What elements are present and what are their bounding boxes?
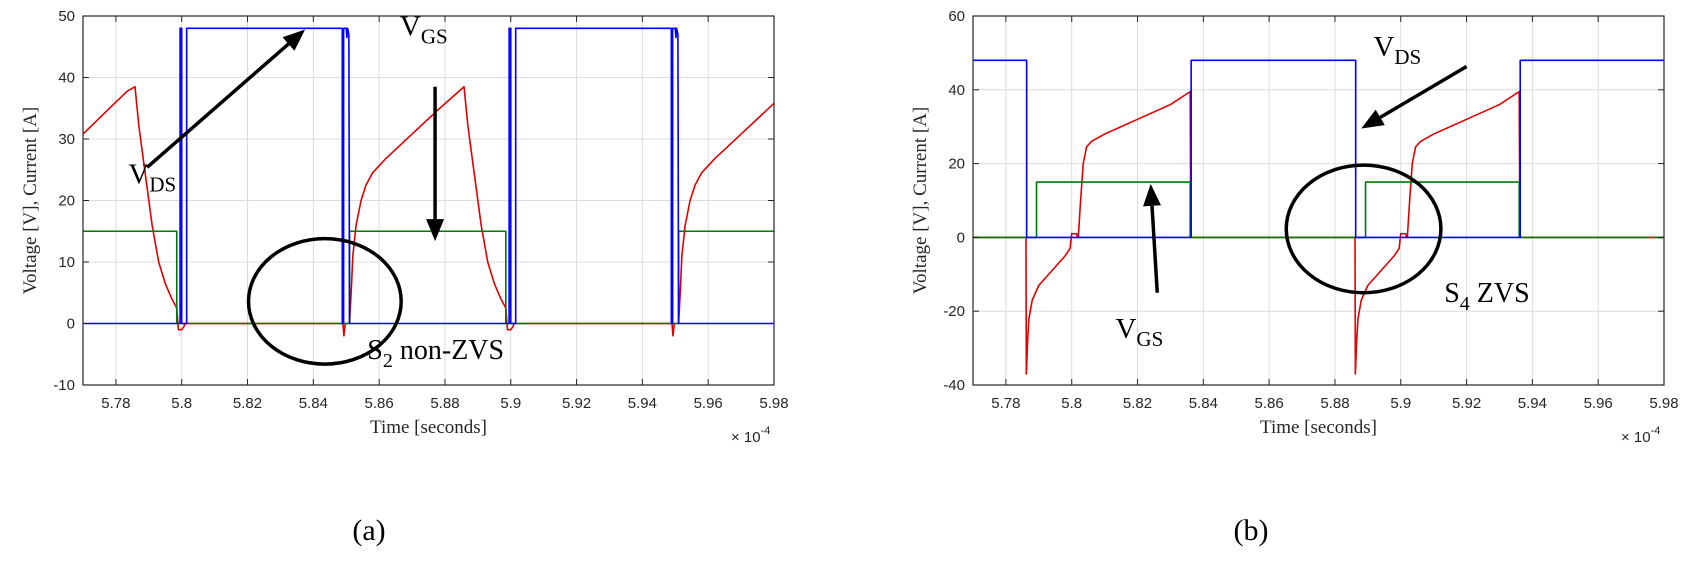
x-tick-label: 5.84 <box>1189 395 1218 412</box>
annotation-main: V <box>400 11 421 43</box>
chart-panel-b: 5.78 5.8 5.82 5.84 5.86 5.88 5.9 5.92 5.94 5.96 5.… <box>910 8 1679 547</box>
x-axis-title: Time [seconds] <box>370 417 487 438</box>
x-tick-label: 5.78 <box>991 395 1020 412</box>
y-axis-title: Voltage [V], Current [A] <box>20 107 41 295</box>
series-line-2 <box>83 27 774 325</box>
y-tick-label: 50 <box>58 8 75 25</box>
x-tick-label: 5.82 <box>233 395 262 412</box>
arrow-shaft <box>146 42 290 169</box>
x-tick-label: 5.98 <box>1649 395 1678 412</box>
x-tick-label: 5.92 <box>562 395 591 412</box>
annotation-main: V <box>1115 313 1136 345</box>
x-exponent-base: × 10 <box>1621 429 1651 446</box>
x-exponent-power: -4 <box>1651 425 1661 437</box>
chart-panel-a: 5.78 5.8 5.82 5.84 5.86 5.88 5.9 5.92 5.94 5.96 5.… <box>20 8 789 547</box>
annotation-subscript: DS <box>149 172 176 196</box>
annotation-label: S2 non-ZVS <box>367 335 504 372</box>
annotation-suffix: non-ZVS <box>393 335 504 366</box>
y-tick-label: 0 <box>67 316 75 333</box>
annotation-main: V <box>128 158 149 190</box>
annotation-arrow <box>426 86 445 242</box>
y-axis-title: Voltage [V], Current [A] <box>910 107 931 295</box>
x-tick-label: 5.96 <box>694 395 723 412</box>
annotation-subscript: 2 <box>383 350 393 372</box>
annotation-arrow <box>146 29 306 169</box>
annotation-suffix: ZVS <box>1470 278 1530 309</box>
x-tick-label: 5.88 <box>1320 395 1349 412</box>
annotation-label: VGS <box>1115 313 1163 351</box>
annotation-main: S <box>1444 278 1460 309</box>
y-tick-label: -10 <box>53 377 75 394</box>
panel-caption: (a) <box>352 514 385 547</box>
x-tick-label: 5.82 <box>1123 395 1152 412</box>
annotation-arrow <box>1143 183 1161 293</box>
annotation-ellipse <box>246 236 403 366</box>
y-tick-label: 10 <box>58 254 75 271</box>
x-tick-label: 5.94 <box>628 395 657 412</box>
annotation-subscript: GS <box>1136 327 1163 351</box>
x-tick-label: 5.88 <box>430 395 459 412</box>
x-tick-label: 5.94 <box>1518 395 1547 412</box>
y-tick-label: 0 <box>957 229 965 246</box>
x-tick-label: 5.92 <box>1452 395 1481 412</box>
plot-area <box>973 16 1664 385</box>
annotation-arrow <box>1361 65 1468 129</box>
x-axis-title: Time [seconds] <box>1260 417 1377 438</box>
arrow-head <box>1143 183 1161 207</box>
arrow-head <box>1361 109 1385 129</box>
annotation-subscript: DS <box>1394 45 1421 69</box>
annotation-subscript: 4 <box>1460 293 1470 315</box>
annotation-label: VDS <box>1373 31 1421 69</box>
x-tick-label: 5.86 <box>365 395 394 412</box>
panel-caption: (b) <box>1234 514 1269 547</box>
annotation-main: V <box>1373 31 1394 63</box>
arrow-shaft <box>1379 65 1468 119</box>
y-tick-label: 30 <box>58 131 75 148</box>
y-tick-label: 40 <box>58 70 75 87</box>
series-line-1 <box>973 181 1664 239</box>
annotation-ellipse <box>1284 163 1443 295</box>
x-exponent-power: -4 <box>761 425 771 437</box>
y-tick-label: 20 <box>58 193 75 210</box>
x-tick-label: 5.96 <box>1584 395 1613 412</box>
arrow-shaft <box>1150 205 1160 293</box>
arrow-head <box>426 219 445 242</box>
series-line-2 <box>973 59 1664 239</box>
annotation-label: VGS <box>400 11 448 49</box>
x-tick-label: 5.78 <box>101 395 130 412</box>
series-group <box>83 27 774 337</box>
x-tick-label: 5.8 <box>171 395 192 412</box>
annotation-label: S4 ZVS <box>1444 278 1529 315</box>
x-exponent-label: × 10-4 <box>1621 425 1660 446</box>
series-group <box>973 59 1664 375</box>
y-tick-label: 40 <box>948 82 965 99</box>
x-tick-label: 5.9 <box>1390 395 1411 412</box>
x-exponent-label: × 10-4 <box>731 425 770 446</box>
y-tick-label: -20 <box>943 303 965 320</box>
arrow-head <box>282 29 306 51</box>
x-tick-label: 5.9 <box>500 395 521 412</box>
annotation-label: VDS <box>128 158 176 196</box>
x-tick-label: 5.84 <box>299 395 328 412</box>
x-exponent-base: × 10 <box>731 429 761 446</box>
x-tick-label: 5.98 <box>759 395 788 412</box>
y-tick-label: -40 <box>943 377 965 394</box>
annotation-subscript: GS <box>421 25 448 49</box>
y-tick-label: 60 <box>948 8 965 25</box>
x-tick-label: 5.86 <box>1255 395 1284 412</box>
axes-box <box>972 15 1665 386</box>
x-tick-label: 5.8 <box>1061 395 1082 412</box>
y-tick-label: 20 <box>948 156 965 173</box>
